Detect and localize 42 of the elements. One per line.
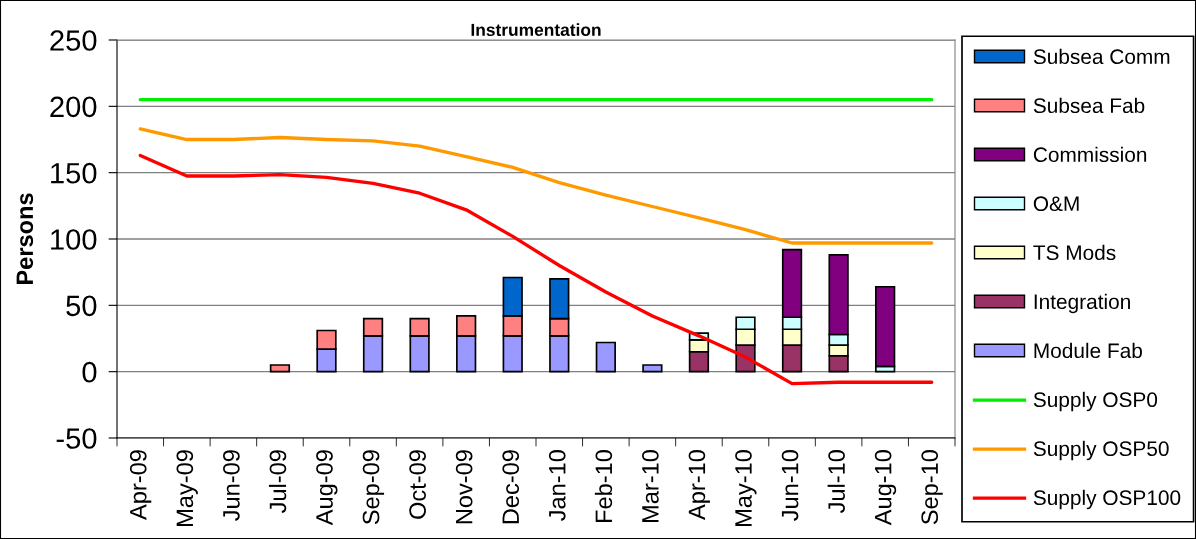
legend-label: Supply OSP0: [1033, 391, 1158, 412]
x-tick-label: Nov-09: [455, 450, 473, 524]
y-tick-label: 150: [51, 162, 97, 184]
bar: [642, 364, 663, 373]
legend-label: Integration: [1034, 293, 1130, 314]
legend-label: Supply OSP100: [1033, 489, 1181, 510]
y-tick-label: 50: [66, 295, 97, 317]
legend-label: Subsea Fab: [1033, 97, 1145, 114]
legend-label: Supply OSP50: [1033, 440, 1169, 461]
x-tick-label: May-09: [176, 450, 198, 526]
bar: [269, 364, 291, 373]
x-tick-label: Mar-10: [642, 450, 659, 522]
x-tick-label: Aug-10: [874, 450, 897, 526]
line-series: [138, 153, 934, 386]
x-tick-label: Dec-09: [502, 450, 520, 524]
x-tick-label: May-10: [735, 450, 757, 526]
x-tick-label: Apr-10: [688, 450, 710, 520]
x-tick-label: Sep-10: [921, 450, 943, 525]
x-tick-label: Aug-09: [316, 450, 338, 526]
x-tick-label: Jun-09: [223, 450, 240, 521]
x-tick-label: Feb-10: [594, 450, 613, 522]
chart-title: Instrumentation: [471, 23, 601, 36]
x-tick-label: Apr-09: [129, 450, 152, 520]
legend-label: Commission: [1033, 146, 1147, 163]
legend-label: Subsea Comm: [1033, 48, 1170, 65]
y-axis-title: Persons: [16, 193, 34, 285]
bar: [595, 341, 616, 373]
legend-label: Module Fab: [1034, 342, 1142, 359]
x-tick-label: Jul-09: [268, 450, 287, 514]
y-tick-label: 100: [51, 229, 97, 250]
y-tick-label: 250: [50, 30, 97, 51]
x-tick-label: Jan-10: [548, 450, 566, 521]
y-tick-label: 200: [50, 96, 97, 118]
line-series: [138, 127, 934, 245]
legend-label: TS Mods: [1033, 244, 1116, 261]
x-tick-label: Sep-09: [362, 450, 385, 525]
y-tick-label: -50: [56, 428, 97, 449]
x-tick-label: Jul-10: [827, 450, 845, 514]
x-tick-label: Jun-10: [781, 450, 799, 521]
legend-label: O&M: [1033, 196, 1079, 212]
x-tick-label: Oct-09: [409, 450, 426, 519]
y-tick-label: 0: [82, 361, 97, 383]
